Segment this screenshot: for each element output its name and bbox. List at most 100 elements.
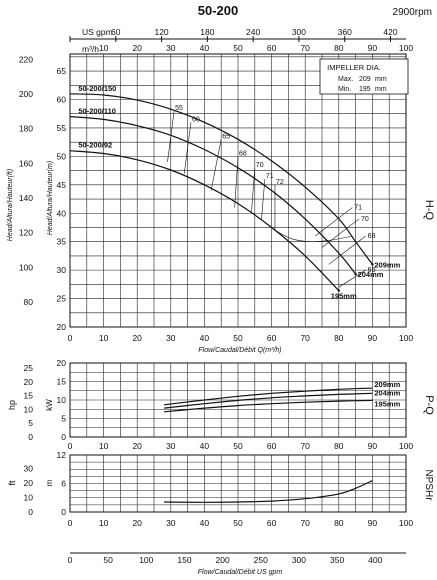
npsh-m3h-tick-label: 40 xyxy=(200,518,210,528)
power-kw-tick-label: 10 xyxy=(57,395,67,405)
head-ft-tick-label: 180 xyxy=(19,124,33,134)
hq-series-label: 50-200/110 xyxy=(78,107,116,116)
npsh-m3h-tick-label: 30 xyxy=(166,518,176,528)
npsh-m-tick-label: 6 xyxy=(61,479,66,489)
us-gpm-tick-label: 120 xyxy=(154,27,168,37)
efficiency-contour-55 xyxy=(167,110,175,163)
npsh-ft-tick-label: 20 xyxy=(24,478,34,488)
top-m3h-tick-label: 20 xyxy=(132,43,142,53)
top-m3h-tick-label: 70 xyxy=(300,43,310,53)
efficiency-contour-60 xyxy=(183,122,192,174)
hq-curve-endpoint xyxy=(354,272,357,276)
pq-m3h-tick-label: 30 xyxy=(166,441,176,451)
impeller-max-label: Max. xyxy=(338,76,353,83)
head-m-tick-label: 35 xyxy=(57,237,67,247)
power-hp-axis-label: hp xyxy=(7,400,17,410)
bottom-gpm-tick-label: 300 xyxy=(292,555,306,565)
npsh-m3h-tick-label: 20 xyxy=(132,518,142,528)
pq-m3h-tick-label: 50 xyxy=(233,441,243,451)
hq-diameter-label: 204mm xyxy=(358,270,384,279)
efficiency-label: 68 xyxy=(239,150,247,157)
bottom-gpm-tick-label: 400 xyxy=(368,555,382,565)
npsh-m3h-tick-label: 10 xyxy=(99,518,109,528)
us-gpm-tick-label: 240 xyxy=(246,27,260,37)
head-m-tick-label: 55 xyxy=(57,123,67,133)
us-gpm-axis-label: US gpm xyxy=(82,27,113,37)
bottom-gpm-tick-label: 0 xyxy=(68,555,73,565)
bottom-gpm-tick-label: 50 xyxy=(103,555,113,565)
top-m3h-tick-label: 10 xyxy=(99,43,109,53)
panel-frame-pq xyxy=(69,362,407,438)
grid-lines xyxy=(70,54,406,512)
hq-m3h-tick-label: 30 xyxy=(166,333,176,343)
pq-diameter-label: 195mm xyxy=(374,399,400,408)
pq-m3h-tick-label: 0 xyxy=(68,441,73,451)
efficiency-contour-70 xyxy=(321,218,360,248)
impeller-legend-box: IMPELLER DIA. Max. 209 mm Min. 195 mm xyxy=(319,58,409,95)
us-gpm-tick-label: 360 xyxy=(338,27,352,37)
hq-diameter-label: 209mm xyxy=(374,260,400,269)
pq-m3h-tick-label: 10 xyxy=(99,441,109,451)
power-kw-tick-label: 20 xyxy=(57,358,67,368)
hq-x-axis-label: Flow/Caudal/Débit Q(m³/h) xyxy=(198,347,281,354)
hq-m3h-tick-label: 60 xyxy=(267,333,277,343)
pq-diameter-label: 204mm xyxy=(374,388,400,397)
pq-side-label: P-Q xyxy=(423,395,435,415)
head-ft-tick-label: 220 xyxy=(19,54,33,64)
bottom-x-axis-label: Flow/Caudal/Débit US gpm xyxy=(198,569,283,576)
hq-m3h-tick-label: 40 xyxy=(200,333,210,343)
bottom-gpm-tick-label: 350 xyxy=(330,555,344,565)
efficiency-label: 70 xyxy=(256,162,264,169)
head-ft-tick-label: 200 xyxy=(19,89,33,99)
efficiency-contour-71 xyxy=(315,207,353,237)
m3h-axis-label: m³/h xyxy=(82,44,99,54)
head-m-tick-label: 25 xyxy=(57,294,67,304)
head-m-tick-label: 20 xyxy=(57,322,67,332)
pq-diameter-label: 209mm xyxy=(374,380,400,389)
npsh-m3h-tick-label: 0 xyxy=(68,518,73,528)
power-kw-tick-label: 15 xyxy=(57,377,67,387)
npsh-ft-tick-label: 30 xyxy=(24,464,34,474)
head-ft-tick-label: 140 xyxy=(19,193,33,203)
impeller-max-unit: mm xyxy=(375,76,387,83)
hq-curve-endpoint xyxy=(371,263,374,266)
pq-m3h-tick-label: 100 xyxy=(399,441,413,451)
efficiency-bowl-curve xyxy=(274,230,353,243)
efficiency-contour-68 xyxy=(328,235,366,265)
hq-m3h-tick-label: 70 xyxy=(300,333,310,343)
top-m3h-tick-label: 80 xyxy=(334,43,344,53)
head-ft-tick-label: 100 xyxy=(19,262,33,272)
npsh-m3h-tick-label: 80 xyxy=(334,518,344,528)
top-m3h-tick-label: 100 xyxy=(399,43,413,53)
hq-m3h-tick-label: 0 xyxy=(68,333,73,343)
hq-series-label: 50-200/150 xyxy=(78,84,116,93)
head-m-tick-label: 40 xyxy=(57,208,67,218)
us-gpm-tick-label: 420 xyxy=(383,27,397,37)
efficiency-label: 72 xyxy=(276,179,284,186)
panel-frames xyxy=(69,38,407,554)
pq-m3h-tick-label: 90 xyxy=(368,441,378,451)
power-hp-tick-label: 5 xyxy=(28,418,33,428)
power-hp-tick-label: 0 xyxy=(28,432,33,442)
us-gpm-tick-label: 180 xyxy=(200,27,214,37)
efficiency-label: 68 xyxy=(368,233,376,240)
hq-curve-50-200-150 xyxy=(69,93,373,265)
head-ft-axis-label: Head/Altura/Hauteur(ft) xyxy=(7,169,14,241)
head-ft-tick-label: 160 xyxy=(19,158,33,168)
pq-curve-209mm xyxy=(164,387,373,406)
us-gpm-tick-label: 60 xyxy=(111,27,121,37)
panel-frame-npsh xyxy=(69,454,407,513)
npshr-side-label: NPSHr xyxy=(423,469,434,501)
efficiency-contour-70 xyxy=(251,167,256,214)
top-m3h-tick-label: 60 xyxy=(267,43,277,53)
bottom-gpm-tick-label: 150 xyxy=(177,555,191,565)
impeller-min-label: Min. xyxy=(338,86,351,93)
npsh-ft-tick-label: 0 xyxy=(28,507,33,517)
power-kw-axis-label: kW xyxy=(45,399,54,411)
hq-diameter-label: 195mm xyxy=(331,292,357,301)
npsh-m-axis-label: m xyxy=(45,479,54,486)
head-m-tick-label: 60 xyxy=(57,95,67,105)
panel-frame-hq xyxy=(69,53,407,328)
pq-m3h-tick-label: 60 xyxy=(267,441,277,451)
